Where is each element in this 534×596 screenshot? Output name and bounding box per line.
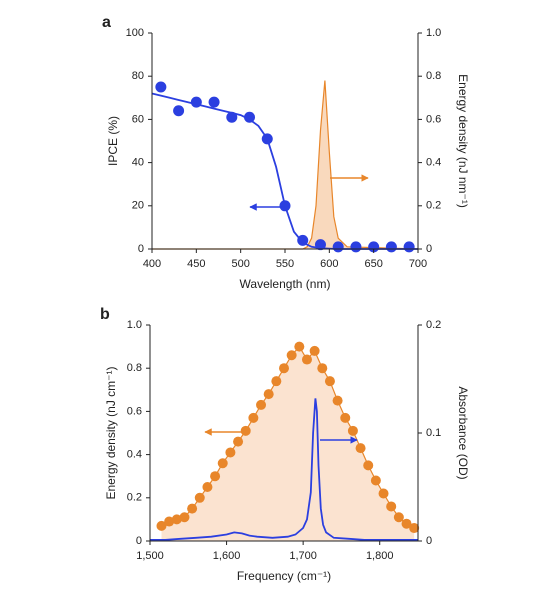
point [248,412,259,423]
y-tick-label: 0.2 [127,492,142,504]
point [244,111,256,123]
y-tick-label: 0 [136,535,142,547]
axis-frame [151,33,419,250]
x-tick-label: 1,500 [136,550,164,562]
x-tick-label: 1,700 [289,550,317,562]
point [301,354,312,365]
point [350,241,362,253]
point [202,482,213,492]
area [152,80,418,249]
point [363,460,374,471]
y-tick-label: 0 [138,243,144,255]
point [208,96,220,108]
point [187,503,198,514]
x-axis-label: Frequency (cm⁻¹) [237,569,331,583]
point [226,111,238,123]
x-tick-label: 500 [231,258,249,270]
y2-tick-label: 1.0 [426,27,441,39]
y2-tick-label: 0.2 [426,319,441,331]
y2-tick-label: 0.1 [426,427,441,439]
point [317,363,328,374]
point [324,376,335,387]
y2-axis-label: Absorbance (OD) [456,386,470,479]
point [233,436,244,447]
x-tick-label: 1,600 [213,550,241,562]
point [286,350,297,361]
y2-tick-label: 0.8 [426,70,441,82]
y2-tick-label: 0 [426,535,432,547]
point [297,234,309,246]
y-tick-label: 60 [132,113,144,125]
point [261,133,273,145]
point [279,200,291,212]
point [393,512,404,523]
point [210,471,221,482]
x-tick-label: 450 [187,258,205,270]
point [173,105,185,117]
point [386,501,397,512]
y-tick-label: 20 [132,200,144,212]
point [190,96,202,108]
point [194,492,205,503]
y-tick-label: 80 [132,70,144,82]
point [263,389,274,400]
point [409,523,420,534]
point [271,376,282,387]
x-axis-label: Wavelength (nm) [240,277,331,291]
point [332,241,344,253]
y2-tick-label: 0.6 [426,113,441,125]
x-tick-label: 400 [143,258,161,270]
point [385,241,397,253]
y2-tick-label: 0 [426,243,432,255]
point [314,239,326,251]
y-axis-label: Energy density (nJ cm⁻¹) [104,366,118,499]
point [403,241,415,253]
panel-label: a [102,14,111,31]
point [164,516,175,527]
point [171,514,182,525]
point [368,241,380,253]
y2-tick-label: 0.2 [426,200,441,212]
y-tick-label: 0.6 [127,405,142,417]
point [256,399,267,410]
point [401,518,412,529]
point [332,395,343,406]
point [155,81,167,93]
y-tick-label: 0.8 [127,362,142,374]
point [355,443,366,454]
line [150,398,418,541]
point [378,488,389,499]
area [161,346,415,541]
line [151,92,418,250]
y-tick-label: 100 [126,27,144,39]
y2-axis-label: Energy density (nJ nm⁻¹) [456,74,470,208]
point [370,475,381,486]
point [309,345,320,356]
point [179,512,190,523]
y-tick-label: 0.4 [127,449,142,461]
y-tick-label: 1.0 [127,319,142,331]
point [225,447,236,458]
y2-tick-label: 0.4 [426,157,441,169]
line [161,345,415,529]
point [279,363,289,374]
y-tick-label: 40 [132,157,144,169]
x-tick-label: 700 [409,258,427,270]
y-axis-label: IPCE (%) [106,116,120,166]
line [152,80,419,250]
point [217,458,228,469]
x-tick-label: 600 [320,258,338,270]
point [340,412,351,423]
x-tick-label: 650 [364,258,382,270]
x-tick-label: 550 [276,258,294,270]
point [156,520,167,531]
panel-label: b [100,306,110,323]
point [240,425,251,436]
point [294,341,305,352]
point [347,425,358,436]
x-tick-label: 1,800 [366,550,394,562]
